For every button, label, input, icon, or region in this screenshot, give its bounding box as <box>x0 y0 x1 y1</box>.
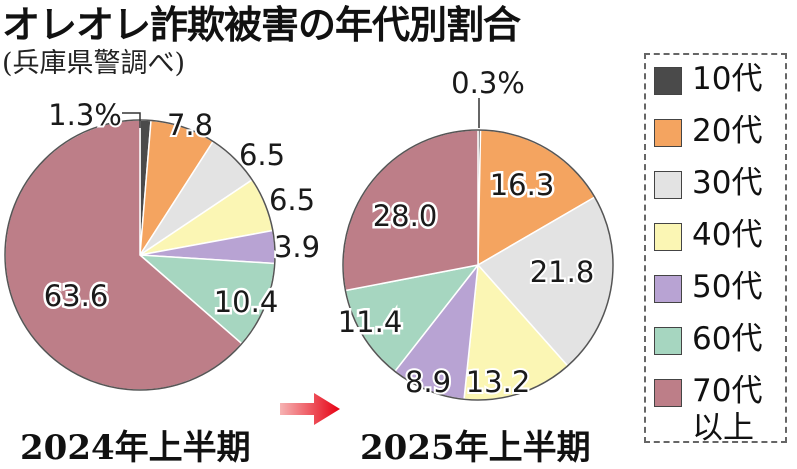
legend: 10代 20代 30代 40代 50代 60代 70代 以上 <box>644 53 787 446</box>
legend-label: 40代 <box>692 217 763 253</box>
pie-caption-2024: 2024年上半期 <box>20 428 251 468</box>
leader-line-2024-10s <box>122 112 141 128</box>
legend-swatch <box>654 67 682 95</box>
legend-swatch <box>654 223 682 251</box>
pie-label-2024-60s: 10.4 <box>214 285 279 319</box>
legend-label: 50代 <box>692 269 763 305</box>
pie-2025: 0.3% 16.3 21.8 13.2 8.911.4 28.0 <box>335 64 614 401</box>
pie-charts: 1.3% 7.8 6.5 6.5 3.9 10.4 63.6 0.3% 16.3 21.8 13.2… <box>4 64 614 401</box>
legend-label: 70代 以上 <box>692 373 763 446</box>
pie-label-2025-40s: 13.2 <box>466 365 531 399</box>
pie-label-2025-30s: 21.8 <box>530 255 595 289</box>
legend-label: 20代 <box>692 113 763 149</box>
chart-subtitle: (兵庫県警調べ) <box>2 48 186 79</box>
legend-label: 60代 <box>692 321 763 357</box>
pie-label-2024-70s-plus: 63.6 <box>44 279 109 313</box>
legend-swatch <box>654 327 682 355</box>
arrow-right-icon <box>280 393 340 425</box>
legend-swatch <box>654 171 682 199</box>
pie-label-2024-30s: 6.5 <box>239 138 285 172</box>
legend-swatch <box>654 119 682 147</box>
pie-label-2024-50s: 3.9 <box>274 230 320 264</box>
legend-label: 10代 <box>692 61 763 97</box>
legend-swatch <box>654 379 682 407</box>
legend-swatch <box>654 275 682 303</box>
pie-outline-2025 <box>342 129 614 401</box>
pie-label-2025-70s-plus: 28.0 <box>373 199 438 233</box>
pie-caption-2025: 2025年上半期 <box>360 428 591 468</box>
pie-label-2024-20s: 7.8 <box>167 108 213 142</box>
pie-label-2024-10s: 1.3% <box>48 98 122 132</box>
pie-label-2025-60s: 11.4 <box>338 305 403 339</box>
pie-label-2024-40s: 6.5 <box>269 183 315 217</box>
pie-label-2025-50s: 8.9 <box>405 365 451 399</box>
pie-label-2025-20s: 16.3 <box>490 168 555 202</box>
pie-label-2025-10s: 0.3% <box>451 66 525 100</box>
legend-label: 30代 <box>692 165 763 201</box>
chart-title: オレオレ詐欺被害の年代別割合 <box>2 3 521 47</box>
pie-2024: 1.3% 7.8 6.5 6.5 3.9 10.4 63.6 <box>4 96 322 391</box>
